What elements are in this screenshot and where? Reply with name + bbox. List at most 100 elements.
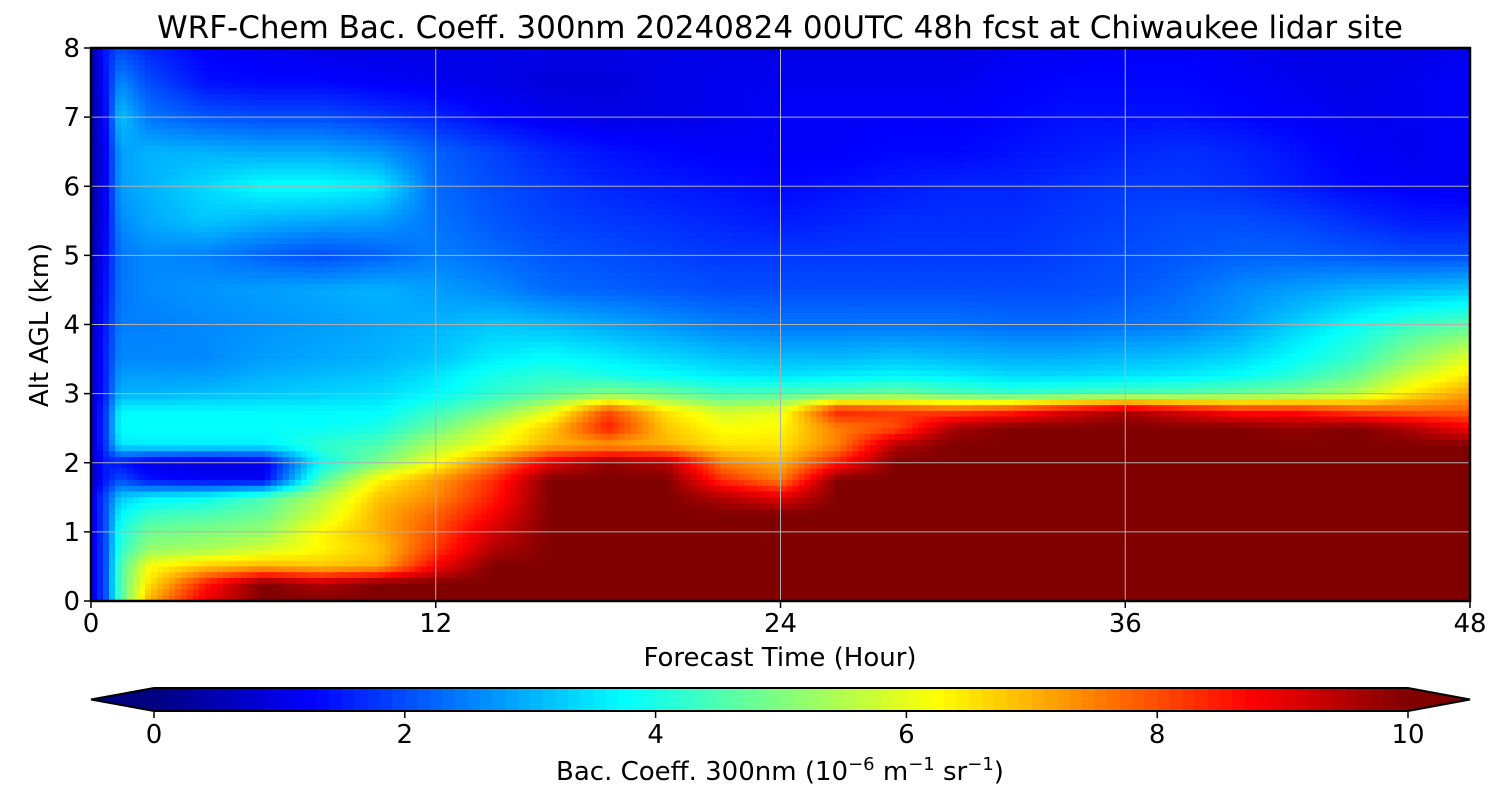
heatmap-cell <box>582 76 590 84</box>
heatmap-cell <box>720 111 728 118</box>
heatmap-cell <box>624 151 632 159</box>
heatmap-cell <box>960 140 967 147</box>
heatmap-cell <box>1176 48 1183 55</box>
heatmap-cell <box>108 53 116 61</box>
heatmap-cell <box>1446 94 1453 101</box>
heatmap-cell <box>1026 134 1033 141</box>
heatmap-cell <box>1284 134 1291 141</box>
heatmap-cell <box>690 105 698 112</box>
heatmap-cell <box>474 163 482 170</box>
heatmap-cell <box>750 82 758 89</box>
heatmap-cell <box>1350 65 1357 72</box>
heatmap-cell <box>1092 48 1099 55</box>
heatmap-cell <box>870 99 878 107</box>
heatmap-cell <box>246 157 254 164</box>
heatmap-cell <box>1350 122 1357 130</box>
heatmap-cell <box>120 134 128 141</box>
heatmap-cell <box>408 163 416 170</box>
heatmap-cell <box>1422 145 1429 153</box>
heatmap-cell <box>1212 99 1219 107</box>
heatmap-cell <box>1332 111 1339 118</box>
heatmap-cell <box>870 128 878 136</box>
heatmap-cell <box>1308 82 1315 89</box>
heatmap-cell <box>954 140 961 147</box>
heatmap-cell <box>1098 140 1105 147</box>
heatmap-cell <box>120 82 128 89</box>
heatmap-cell <box>528 99 536 107</box>
heatmap-cell <box>990 128 997 136</box>
heatmap-cell <box>864 88 872 95</box>
heatmap-cell <box>1170 94 1177 101</box>
heatmap-cell <box>414 151 422 159</box>
heatmap-cell <box>1140 111 1147 118</box>
heatmap-cell <box>1278 94 1285 101</box>
heatmap-cell <box>1374 122 1381 130</box>
heatmap-cell <box>246 128 254 136</box>
heatmap-cell <box>696 53 704 61</box>
heatmap-cell <box>198 105 206 112</box>
heatmap-cell <box>91 76 98 84</box>
heatmap-cell <box>1344 134 1351 141</box>
heatmap-cell <box>1326 140 1333 147</box>
heatmap-cell <box>906 168 914 176</box>
heatmap-cell <box>366 145 374 153</box>
heatmap-cell <box>726 168 734 176</box>
heatmap-cell <box>126 48 134 55</box>
heatmap-cell <box>354 48 362 55</box>
heatmap-cell <box>552 140 560 147</box>
heatmap-cell <box>546 134 554 141</box>
heatmap-cell <box>732 122 740 130</box>
heatmap-cell <box>1110 122 1117 130</box>
heatmap-cell <box>750 151 758 159</box>
heatmap-cell <box>384 128 392 136</box>
heatmap-cell <box>1302 59 1309 66</box>
heatmap-cell <box>1116 65 1123 72</box>
heatmap-cell <box>102 48 110 55</box>
heatmap-cell <box>300 65 308 72</box>
heatmap-cell <box>570 128 578 136</box>
heatmap-cell <box>516 134 524 141</box>
heatmap-cell <box>1326 105 1333 112</box>
heatmap-cell <box>798 122 806 130</box>
heatmap-cell <box>462 140 470 147</box>
heatmap-cell <box>1236 111 1243 118</box>
heatmap-cell <box>270 82 278 89</box>
heatmap-cell <box>486 145 494 153</box>
heatmap-cell <box>1440 94 1447 101</box>
heatmap-cell <box>906 82 914 89</box>
heatmap-cell <box>960 122 967 130</box>
heatmap-cell <box>792 122 800 130</box>
heatmap-cell <box>156 53 164 61</box>
heatmap-cell <box>1302 88 1309 95</box>
heatmap-cell <box>384 140 392 147</box>
heatmap-cell <box>984 168 991 176</box>
heatmap-cell <box>1038 59 1045 66</box>
heatmap-cell <box>312 168 320 176</box>
heatmap-cell <box>618 128 626 136</box>
heatmap-cell <box>1422 140 1429 147</box>
heatmap-cell <box>570 65 578 72</box>
heatmap-cell <box>408 105 416 112</box>
heatmap-cell <box>900 59 908 66</box>
heatmap-cell <box>282 122 290 130</box>
heatmap-cell <box>1446 65 1453 72</box>
heatmap-cell <box>600 88 608 95</box>
heatmap-cell <box>756 76 764 84</box>
heatmap-cell <box>97 48 104 55</box>
heatmap-cell <box>1152 145 1159 153</box>
heatmap-cell <box>1038 134 1045 141</box>
heatmap-cell <box>1056 163 1063 170</box>
heatmap-cell <box>1200 53 1207 61</box>
heatmap-cell <box>1194 48 1201 55</box>
heatmap-cell <box>996 82 1003 89</box>
heatmap-cell <box>300 151 308 159</box>
heatmap-cell <box>1236 76 1243 84</box>
heatmap-cell <box>1458 128 1465 136</box>
heatmap-cell <box>498 82 506 89</box>
heatmap-cell <box>348 71 356 78</box>
heatmap-cell <box>798 134 806 141</box>
heatmap-cell <box>654 168 662 176</box>
heatmap-cell <box>822 59 830 66</box>
heatmap-cell <box>648 65 656 72</box>
heatmap-cell <box>738 168 746 176</box>
